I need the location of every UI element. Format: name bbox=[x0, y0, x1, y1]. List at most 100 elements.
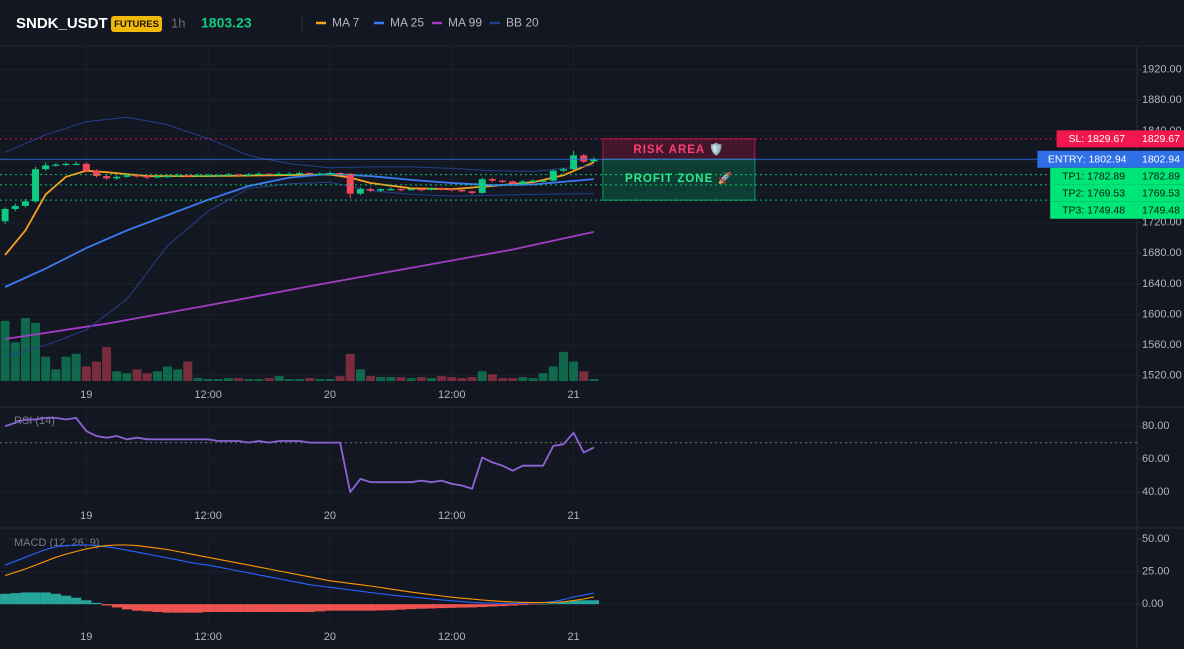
level-tag-bg bbox=[1037, 150, 1137, 168]
header: SNDK_USDT FUTURES 1h 1803.23 MA 7 MA 25 MA… bbox=[16, 15, 539, 32]
volume-bar bbox=[81, 366, 91, 381]
volume-bar bbox=[447, 377, 457, 381]
macd-histogram-bar bbox=[213, 604, 224, 612]
symbol: SNDK_USDT bbox=[16, 15, 108, 32]
macd-histogram-bar bbox=[132, 604, 143, 611]
macd-histogram-bar bbox=[314, 604, 325, 612]
volume-bar bbox=[315, 379, 325, 381]
macd-histogram-bar bbox=[91, 602, 102, 605]
candle-body bbox=[11, 205, 19, 209]
macd-histogram-bar bbox=[324, 604, 336, 611]
level-tag: TP2: 1769.53 bbox=[1062, 188, 1125, 200]
volume-bar bbox=[112, 371, 122, 381]
macd-histogram-bar bbox=[152, 604, 163, 612]
candle-body bbox=[184, 175, 192, 177]
volume-bar bbox=[558, 351, 568, 381]
macd-histogram-bar bbox=[243, 604, 254, 612]
macd-histogram-bar bbox=[588, 600, 600, 605]
macd-histogram-bar bbox=[233, 604, 244, 612]
candle-body bbox=[326, 173, 334, 175]
macd-histogram-bar bbox=[223, 604, 234, 612]
level-tag-bg bbox=[1050, 201, 1137, 219]
candle-body bbox=[103, 176, 111, 179]
candle-body bbox=[356, 189, 364, 194]
volume-bar bbox=[284, 379, 294, 381]
legend-label: MA 99 bbox=[448, 16, 482, 30]
macd-histogram-bar bbox=[527, 604, 539, 605]
legend-label: MA 7 bbox=[332, 16, 360, 30]
candle-body bbox=[549, 170, 557, 181]
level-axis-label: 1782.89 bbox=[1142, 171, 1180, 183]
y-tick-label: 0.00 bbox=[1142, 598, 1163, 610]
candle-body bbox=[590, 159, 598, 162]
volume-bar bbox=[498, 378, 508, 381]
candle-body bbox=[336, 173, 344, 175]
candle-body bbox=[194, 175, 202, 177]
candle-body bbox=[214, 175, 222, 177]
volume-bar bbox=[41, 356, 51, 381]
y-tick-label: 1880.00 bbox=[1142, 94, 1182, 106]
legend-label: BB 20 bbox=[506, 16, 539, 30]
candle-body bbox=[427, 188, 435, 190]
volume-bar bbox=[569, 361, 579, 381]
macd-histogram-bar bbox=[142, 604, 153, 612]
macd-histogram-bar bbox=[487, 604, 498, 607]
macd-histogram-bar bbox=[162, 604, 173, 613]
legend-label: MA 25 bbox=[390, 16, 424, 30]
level-axis-label: 1769.53 bbox=[1142, 188, 1180, 200]
macd-histogram-bar bbox=[20, 592, 31, 605]
macd-histogram-bar bbox=[0, 593, 11, 605]
level-axis-bg bbox=[1137, 167, 1184, 185]
level-axis-label: 1802.94 bbox=[1142, 154, 1180, 166]
candle-body bbox=[458, 189, 466, 192]
candle-body bbox=[438, 188, 446, 190]
candle-body bbox=[407, 189, 415, 191]
volume-bar bbox=[234, 378, 244, 381]
macd-histogram-bar bbox=[385, 604, 397, 611]
macd-histogram-bar bbox=[365, 604, 376, 611]
volume-bar bbox=[355, 369, 365, 381]
y-tick-label: 1640.00 bbox=[1142, 278, 1182, 290]
level-tag: SL: 1829.67 bbox=[1068, 133, 1125, 145]
pane: 1912:002012:00211920.001880.001840.00180… bbox=[0, 46, 1184, 401]
candle-body bbox=[570, 155, 578, 170]
candle-body bbox=[82, 163, 90, 171]
volume-bar bbox=[437, 376, 447, 381]
candle-body bbox=[42, 165, 50, 170]
candle-body bbox=[153, 176, 161, 178]
macd-histogram-bar bbox=[456, 604, 468, 608]
x-tick-label: 21 bbox=[567, 510, 579, 522]
volume-bar bbox=[244, 379, 254, 381]
level-tag-bg bbox=[1050, 167, 1137, 185]
x-tick-label: 19 bbox=[80, 631, 92, 643]
volume-bar bbox=[254, 379, 264, 381]
volume-bar bbox=[396, 377, 406, 381]
x-tick-label: 21 bbox=[567, 631, 579, 643]
candle-body bbox=[72, 163, 80, 166]
macd-histogram-bar bbox=[192, 604, 204, 613]
macd-histogram-bar bbox=[101, 604, 112, 606]
macd-histogram-bar bbox=[253, 604, 265, 612]
candle-body bbox=[133, 175, 141, 177]
x-tick-label: 19 bbox=[80, 389, 92, 401]
volume-bar bbox=[61, 356, 71, 381]
x-tick-label: 19 bbox=[80, 510, 92, 522]
x-tick-label: 12:00 bbox=[194, 510, 222, 522]
volume-bar bbox=[508, 378, 518, 381]
x-tick-label: 12:00 bbox=[194, 389, 222, 401]
volume-bar bbox=[325, 379, 335, 381]
volume-bar bbox=[528, 378, 538, 381]
volume-bar bbox=[457, 378, 467, 381]
volume-bar bbox=[132, 369, 142, 381]
last-price: 1803.23 bbox=[201, 15, 252, 31]
candle-body bbox=[295, 173, 303, 175]
volume-bar bbox=[0, 320, 10, 381]
volume-bar bbox=[173, 369, 183, 381]
macd-histogram-bar bbox=[578, 600, 589, 605]
volume-bar bbox=[274, 376, 284, 381]
x-tick-label: 20 bbox=[324, 389, 336, 401]
candle-body bbox=[224, 174, 232, 176]
macd-histogram-bar bbox=[406, 604, 417, 610]
